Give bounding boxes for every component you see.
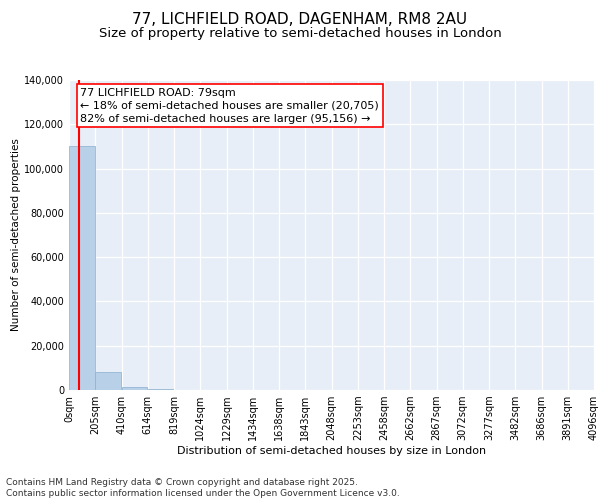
- Bar: [121, 388, 147, 390]
- Bar: [95, 372, 121, 390]
- Text: 77, LICHFIELD ROAD, DAGENHAM, RM8 2AU: 77, LICHFIELD ROAD, DAGENHAM, RM8 2AU: [133, 12, 467, 28]
- Text: 77 LICHFIELD ROAD: 79sqm
← 18% of semi-detached houses are smaller (20,705)
82% : 77 LICHFIELD ROAD: 79sqm ← 18% of semi-d…: [80, 88, 379, 124]
- X-axis label: Distribution of semi-detached houses by size in London: Distribution of semi-detached houses by …: [177, 446, 486, 456]
- Bar: [69, 146, 95, 390]
- Bar: [148, 389, 173, 390]
- Y-axis label: Number of semi-detached properties: Number of semi-detached properties: [11, 138, 22, 332]
- Text: Size of property relative to semi-detached houses in London: Size of property relative to semi-detach…: [98, 28, 502, 40]
- Text: Contains HM Land Registry data © Crown copyright and database right 2025.
Contai: Contains HM Land Registry data © Crown c…: [6, 478, 400, 498]
